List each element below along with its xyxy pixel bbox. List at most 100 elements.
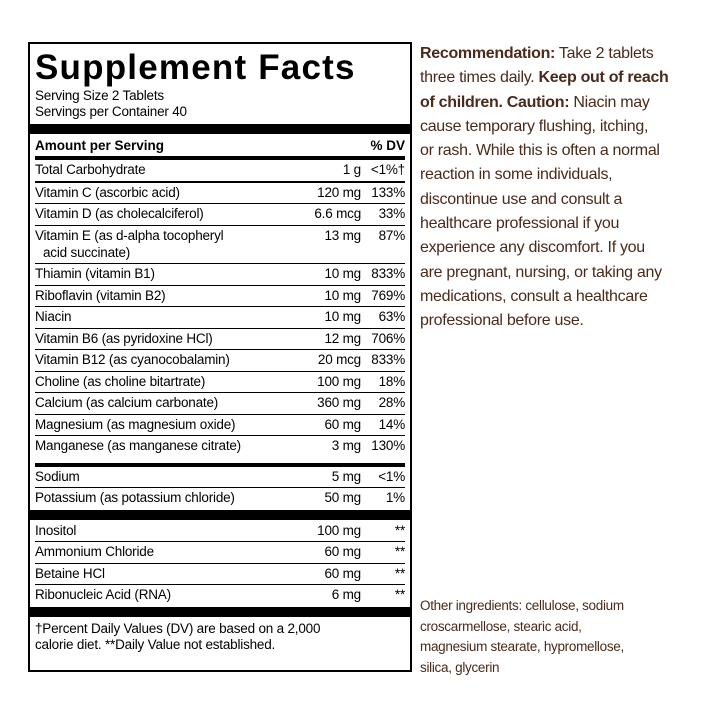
- recommendation-line: Recommendation: Take 2 tablets: [420, 42, 715, 66]
- nutrient-name-line: Thiamin (vitamin B1): [35, 266, 155, 281]
- nutrient-name: Vitamin B6 (as pyridoxine HCl): [35, 329, 289, 350]
- text-segment: medications, consult a healthcare: [420, 287, 648, 305]
- nutrient-row: Choline (as choline bitartrate) 100 mg 18%: [35, 372, 406, 393]
- ingredients-line: silica, glycerin: [420, 659, 500, 675]
- nutrient-row: Thiamin (vitamin B1) 10 mg 833%: [35, 264, 405, 286]
- nutrient-name-line: Ammonium Chloride: [35, 544, 154, 559]
- nutrient-dv: <1%†: [370, 162, 405, 177]
- nutrient-dv: 1%: [385, 490, 405, 505]
- nutrient-amount: 5 mg: [331, 468, 361, 484]
- nutrient-row: Potassium (as potassium chloride) 50 mg 1%: [35, 488, 405, 509]
- recommendation-line: reaction in some individuals,: [420, 163, 715, 187]
- recommendation-line: or rash. While this is often a normal: [420, 139, 715, 163]
- nutrient-row: Magnesium (as magnesium oxide) 60 mg 14%: [35, 415, 406, 436]
- nutrient-dv: 133%: [371, 184, 405, 200]
- nutrient-row: Calcium (as calcium carbonate) 360 mg 28%: [35, 393, 405, 415]
- nutrient-dv: 87%: [378, 227, 406, 243]
- nutrient-dv: 14%: [378, 416, 406, 432]
- nutrient-dv: 18%: [378, 373, 406, 389]
- text-segment: professional before use.: [420, 312, 584, 330]
- nutrient-row: Vitamin E (as d-alpha tocopheryl acid suc…: [35, 226, 406, 264]
- ingredients-line: Other ingredients: cellulose, sodium: [420, 598, 624, 613]
- text-segment: Take 2 tablets: [555, 45, 654, 62]
- ingredients-line: croscarmellose, stearic acid,: [420, 618, 582, 634]
- text-segment: discontinue use and consult a: [420, 190, 623, 208]
- rule: [35, 462, 405, 467]
- text-segment: Keep out of reach: [538, 69, 669, 87]
- nutrient-name: Potassium (as potassium chloride): [35, 488, 289, 509]
- text-segment: experience any discomfort. If you: [420, 239, 645, 257]
- ingredients-line: magnesium stearate, hypromellose,: [420, 639, 624, 654]
- nutrient-name: Choline (as choline bitartrate): [35, 372, 289, 393]
- nutrient-row: Vitamin D (as cholecalciferol) 6.6 mcg 33%: [35, 204, 405, 226]
- recommendation-line: are pregnant, nursing, or taking any: [420, 261, 715, 285]
- nutrient-name: Thiamin (vitamin B1): [35, 264, 289, 285]
- nutrient-amount: 360 mg: [317, 395, 361, 410]
- nutrient-dv: **: [394, 587, 405, 602]
- nutrient-row: Betaine HCl 60 mg **: [35, 564, 405, 585]
- nutrient-dv: **: [394, 544, 405, 559]
- nutrient-amount: 6.6 mcg: [314, 206, 361, 221]
- nutrient-name-line: Vitamin B6 (as pyridoxine HCl): [35, 330, 213, 346]
- nutrient-amount: 20 mcg: [317, 352, 361, 367]
- nutrient-dv: 833%: [371, 266, 405, 281]
- recommendation-line: of children. Caution: Niacin may: [420, 91, 715, 115]
- nutrient-row: Inositol 100 mg **: [35, 521, 405, 542]
- nutrient-name: Vitamin E (as d-alpha tocopheryl acid suc…: [35, 226, 289, 264]
- nutrient-group: Sodium 5 mg <1% Potassium (as potassium chl…: [35, 467, 405, 509]
- nutrient-group: Inositol 100 mg ** Ammonium Chloride 60 mg **…: [35, 521, 405, 606]
- nutrient-name-line: Betaine HCl: [35, 565, 105, 581]
- nutrient-name: Magnesium (as magnesium oxide): [35, 415, 289, 436]
- nutrient-row: Ammonium Chloride 60 mg **: [35, 542, 405, 564]
- nutrient-name: Vitamin B12 (as cyanocobalamin): [35, 350, 289, 371]
- nutrient-row: Sodium 5 mg <1%: [35, 467, 405, 488]
- nutrient-row: Vitamin B12 (as cyanocobalamin) 20 mcg 833…: [35, 350, 405, 372]
- nutrient-amount: 3 mg: [331, 438, 361, 453]
- nutrient-amount: 60 mg: [324, 416, 361, 432]
- text-segment: reaction in some individuals,: [420, 166, 613, 184]
- text-segment: Niacin may: [569, 93, 650, 111]
- recommendation-line: experience any discomfort. If you: [420, 236, 715, 260]
- recommendation-line: professional before use.: [420, 309, 715, 333]
- nutrient-name-line: Vitamin B12 (as cyanocobalamin): [35, 352, 230, 367]
- nutrient-amount: 100 mg: [317, 373, 361, 389]
- nutrient-name: Total Carbohydrate: [35, 160, 289, 181]
- nutrient-name-line: Manganese (as manganese citrate): [35, 438, 241, 453]
- nutrient-dv: **: [394, 565, 405, 581]
- nutrient-name: Vitamin D (as cholecalciferol): [35, 204, 289, 225]
- text-segment: three times daily.: [420, 69, 539, 87]
- nutrient-dv: 63%: [378, 309, 406, 324]
- nutrient-name-line: Vitamin E (as d-alpha tocopheryl: [35, 227, 224, 243]
- nutrient-name-line: Calcium (as calcium carbonate): [35, 395, 219, 410]
- text-segment: healthcare professional if you: [420, 215, 620, 233]
- footnote-line: calorie diet. **Daily Value not establis…: [35, 636, 276, 652]
- nutrient-row: Manganese (as manganese citrate) 3 mg 130%: [35, 436, 405, 457]
- nutrient-row: Riboflavin (vitamin B2) 10 mg 769%: [35, 286, 405, 307]
- nutrient-name-line: acid succinate): [43, 245, 131, 260]
- recommendation-line: three times daily. Keep out of reach: [420, 66, 715, 90]
- nutrient-name: Inositol: [35, 521, 289, 542]
- nutrient-dv: **: [394, 522, 405, 538]
- nutrient-name-line: Inositol: [35, 522, 77, 538]
- recommendation: Recommendation: Take 2 tablets three time…: [420, 42, 715, 334]
- nutrient-dv: 769%: [371, 287, 405, 303]
- other-ingredients: Other ingredients: cellulose, sodium cros…: [420, 596, 624, 678]
- rule: [35, 156, 405, 160]
- text-segment: or rash. While this is often a normal: [420, 142, 660, 160]
- nutrient-amount: 60 mg: [324, 544, 361, 559]
- nutrient-amount: 10 mg: [324, 309, 361, 324]
- nutrient-amount: 10 mg: [324, 266, 361, 281]
- nutrient-amount: 12 mg: [324, 330, 361, 346]
- nutrient-amount: 1 g: [342, 162, 361, 177]
- nutrient-row: Vitamin B6 (as pyridoxine HCl) 12 mg 706%: [35, 329, 405, 350]
- text-segment: Recommendation:: [420, 45, 556, 62]
- nutrient-dv: 833%: [371, 352, 405, 367]
- nutrient-group: Vitamin C (ascorbic acid) 120 mg 133% Vitam…: [35, 183, 405, 457]
- text-segment: of children. Caution:: [420, 93, 570, 111]
- nutrient-amount: 6 mg: [331, 587, 361, 602]
- nutrient-dv: 33%: [378, 206, 406, 221]
- thick-rule: [30, 606, 410, 617]
- nutrient-name: Betaine HCl: [35, 564, 289, 585]
- nutrient-name-line: Niacin: [35, 309, 72, 324]
